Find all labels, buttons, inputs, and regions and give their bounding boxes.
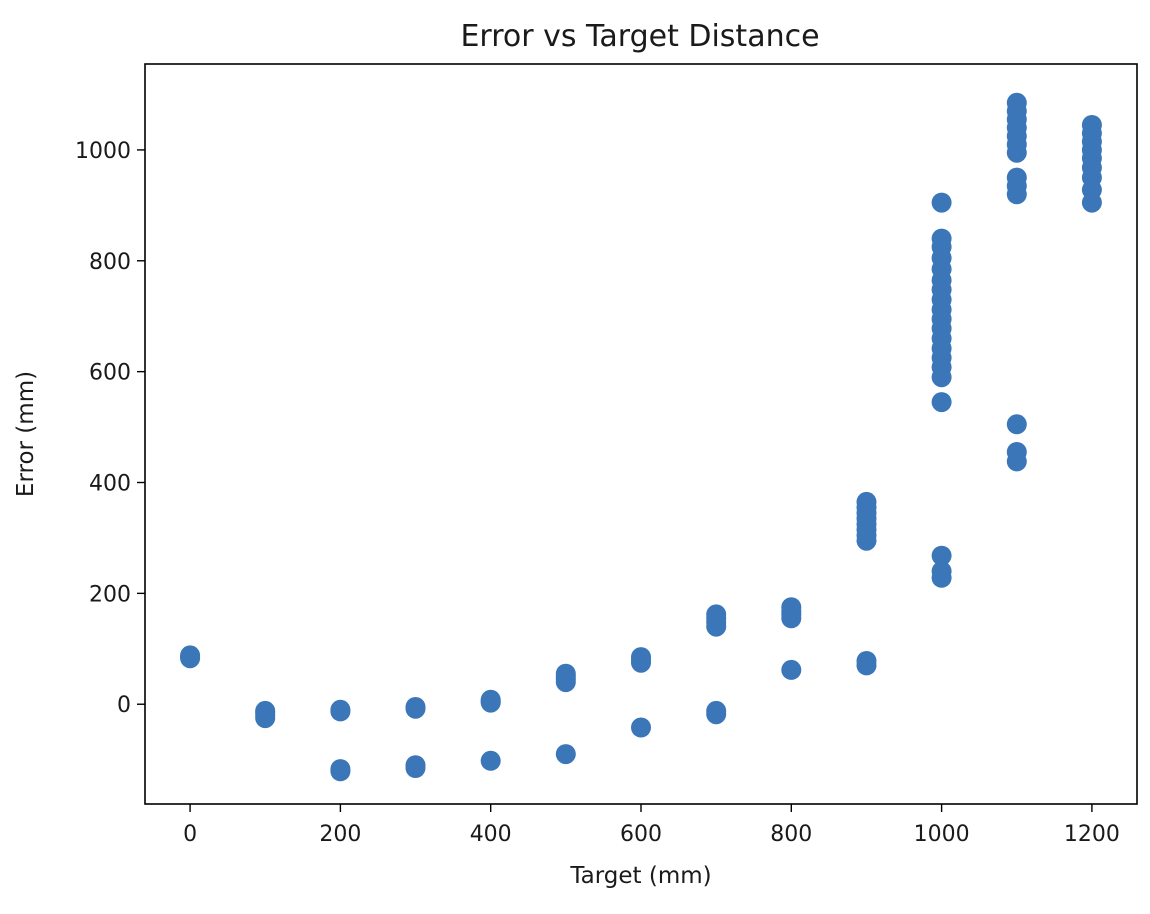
data-point xyxy=(631,717,651,738)
data-point xyxy=(1006,414,1027,435)
x-tick-label: 800 xyxy=(770,822,812,847)
data-point xyxy=(856,491,877,512)
x-tick-label: 200 xyxy=(319,822,361,847)
y-axis-ticks: 0 200 400 600 800 1000 xyxy=(75,139,145,718)
data-point xyxy=(631,647,651,668)
data-points xyxy=(180,92,1102,782)
data-point xyxy=(330,761,351,782)
data-point xyxy=(405,758,426,778)
x-tick-label: 1200 xyxy=(1064,822,1120,847)
data-point xyxy=(555,663,576,684)
data-point xyxy=(180,648,201,669)
data-point xyxy=(1006,142,1027,163)
data-point xyxy=(781,597,802,618)
plot-frame xyxy=(144,63,1138,805)
data-point xyxy=(330,701,351,722)
y-tick-label: 1000 xyxy=(75,139,131,164)
data-point xyxy=(555,744,576,765)
x-tick-label: 400 xyxy=(470,822,512,847)
data-point xyxy=(1081,192,1102,213)
data-point xyxy=(1006,451,1027,472)
data-point xyxy=(856,651,877,671)
x-tick-label: 1000 xyxy=(914,822,970,847)
data-point xyxy=(1006,184,1027,205)
data-point xyxy=(931,545,952,566)
data-point xyxy=(480,750,501,771)
y-tick-label: 800 xyxy=(89,250,131,275)
y-tick-label: 600 xyxy=(89,361,131,386)
data-point xyxy=(405,698,426,719)
data-point xyxy=(781,659,802,680)
chart-title: Error vs Target Distance xyxy=(460,19,819,54)
data-point xyxy=(255,700,276,721)
y-axis-label: Error (mm) xyxy=(13,371,39,497)
data-point xyxy=(480,692,501,713)
data-point xyxy=(931,567,952,588)
data-point xyxy=(706,704,727,725)
data-point xyxy=(931,192,952,213)
x-tick-label: 0 xyxy=(183,822,197,847)
data-point xyxy=(931,392,952,413)
data-point xyxy=(706,604,727,625)
x-tick-label: 600 xyxy=(620,822,662,847)
y-tick-label: 400 xyxy=(89,472,131,497)
x-axis-ticks: 0 200 400 600 800 1000 1200 xyxy=(183,804,1120,847)
y-tick-label: 200 xyxy=(89,582,131,607)
y-tick-label: 0 xyxy=(117,693,131,718)
data-point xyxy=(931,367,952,388)
x-axis-label: Target (mm) xyxy=(569,863,711,889)
